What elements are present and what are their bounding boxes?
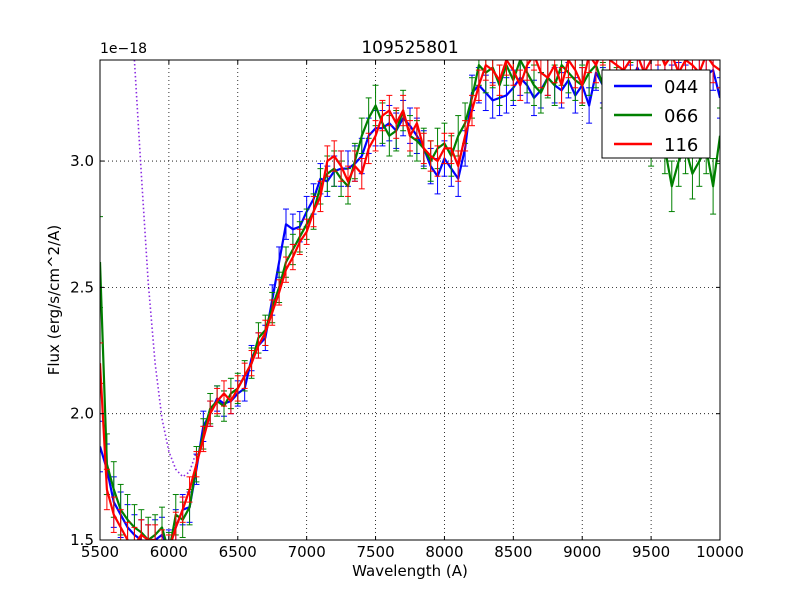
legend-label-066: 066 [664,106,698,127]
y-tick-label: 2.0 [70,405,94,423]
x-tick-label: 5500 [81,543,119,561]
y-axis-label: Flux (erg/s/cm^2/A) [45,225,63,376]
x-tick-label: 9000 [563,543,601,561]
legend: 044 066 116 [601,69,711,159]
x-tick-label: 6000 [150,543,188,561]
offset-text: 1e−18 [100,41,147,57]
y-tick-label: 1.5 [70,531,94,549]
x-tick-label: 8000 [425,543,463,561]
y-tick-label: 3.0 [70,152,94,170]
chart-title: 109525801 [361,38,458,58]
x-axis-label: Wavelength (A) [352,562,468,580]
x-tick-label: 9500 [632,543,670,561]
x-tick-label: 7000 [288,543,326,561]
reference-dotted-curve [133,60,198,478]
legend-label-044: 044 [664,77,698,98]
x-tick-label: 7500 [356,543,394,561]
legend-label-116: 116 [664,135,698,156]
x-tick-label: 10000 [696,543,744,561]
plot-frame [99,59,721,541]
x-tick-label: 6500 [219,543,257,561]
series-line-116 [100,60,720,540]
axis-ticks: 5500 6000 6500 7000 7500 8000 8500 9000 9500 1000… [70,60,744,561]
y-tick-label: 2.5 [70,278,94,296]
x-tick-label: 8500 [494,543,532,561]
